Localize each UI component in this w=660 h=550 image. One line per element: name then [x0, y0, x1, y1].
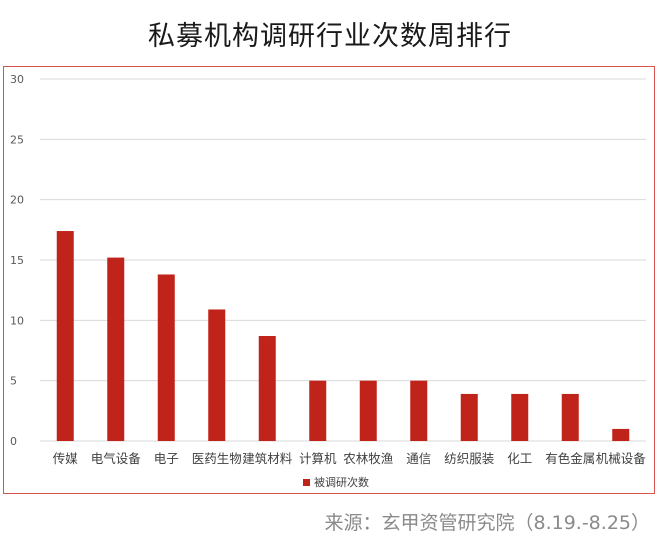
x-tick-label: 传媒	[53, 451, 79, 466]
y-tick-label: 0	[10, 435, 17, 448]
x-tick-label: 建筑材料	[242, 451, 293, 466]
y-tick-label: 10	[10, 314, 24, 327]
bar[interactable]	[359, 380, 377, 441]
y-tick-label: 15	[10, 254, 24, 267]
x-tick-label: 医药生物	[192, 451, 242, 466]
x-tick-label: 农林牧渔	[343, 451, 393, 466]
x-tick-label: 电子	[154, 451, 179, 466]
y-tick-label: 5	[10, 375, 17, 388]
bar[interactable]	[309, 380, 327, 441]
legend-swatch	[303, 479, 310, 486]
y-tick-label: 30	[10, 73, 24, 86]
bar[interactable]	[410, 380, 428, 441]
legend-label: 被调研次数	[314, 475, 369, 489]
chart-frame: 0 5 10 15 20 25 30 传媒 电气设备 电子 医药生物 建筑材料 计算机 农林牧渔 通信 纺织服…	[3, 66, 655, 494]
bar[interactable]	[460, 393, 478, 441]
bar[interactable]	[258, 336, 276, 441]
x-tick-label: 有色金属	[545, 451, 595, 466]
x-tick-label: 电气设备	[91, 451, 142, 466]
bar[interactable]	[107, 257, 125, 441]
x-tick-label: 计算机	[299, 451, 337, 466]
bar[interactable]	[157, 274, 175, 441]
bar[interactable]	[56, 231, 74, 441]
y-tick-label: 25	[10, 133, 24, 146]
x-tick-label: 机械设备	[596, 451, 647, 466]
bar[interactable]	[561, 393, 579, 441]
bar[interactable]	[511, 393, 529, 441]
bar[interactable]	[612, 428, 630, 441]
x-tick-label: 化工	[507, 451, 532, 466]
chart-title: 私募机构调研行业次数周排行	[148, 21, 512, 52]
y-tick-label: 20	[10, 194, 24, 207]
x-tick-label: 通信	[406, 451, 431, 466]
bar-chart: 0 5 10 15 20 25 30 传媒 电气设备 电子 医药生物 建筑材料 计算机 农林牧渔 通信 纺织服…	[10, 73, 647, 489]
x-tick-label: 纺织服装	[444, 451, 494, 466]
bar[interactable]	[208, 309, 226, 441]
source-note: 来源：玄甲资管研究院（8.19.-8.25）	[324, 512, 650, 534]
